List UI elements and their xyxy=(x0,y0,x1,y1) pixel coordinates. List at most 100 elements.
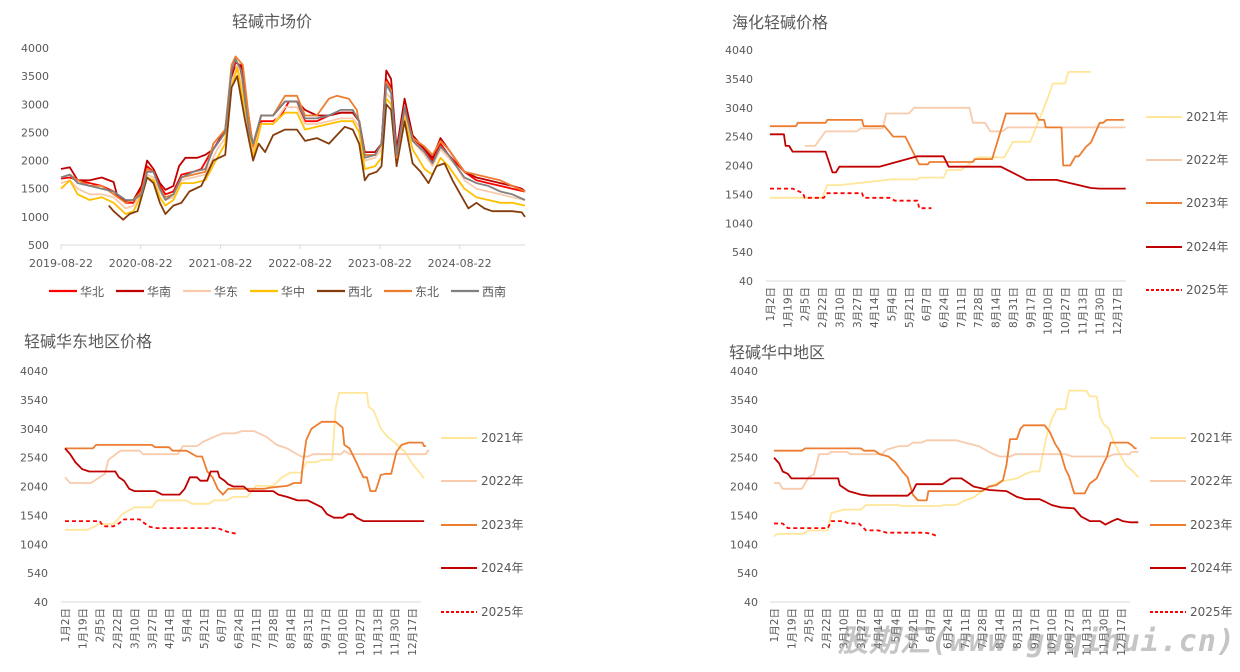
x-tick-label: 7月28日 xyxy=(973,287,985,328)
y-tick-label: 540 xyxy=(732,246,753,259)
chart-title-huazhong: 轻碱华中地区 xyxy=(729,343,826,362)
x-tick-label: 11月13日 xyxy=(1077,287,1089,335)
x-tick-label: 1月19日 xyxy=(782,287,794,328)
x-tick-label: 8月31日 xyxy=(303,608,315,649)
series-line-2023年 xyxy=(65,420,426,496)
x-tick-label: 3月27日 xyxy=(852,287,864,328)
x-tick-label: 11月13日 xyxy=(1081,608,1093,656)
chart-title-haihua: 海化轻碱价格 xyxy=(732,13,829,32)
series-line-2022年 xyxy=(774,439,1139,490)
x-tick-label: 2024-08-22 xyxy=(428,257,492,270)
x-tick-label: 7月11日 xyxy=(956,287,968,328)
y-tick-label: 2000 xyxy=(21,155,49,168)
legend-label: 2021年 xyxy=(1190,431,1233,445)
x-tick-label: 2022-08-22 xyxy=(268,257,332,270)
x-tick-label: 2月5日 xyxy=(95,608,107,642)
x-tick-label: 9月17日 xyxy=(320,608,332,649)
legend-label: 2023年 xyxy=(1190,518,1233,532)
y-tick-label: 1500 xyxy=(21,183,49,196)
x-tick-label: 6月24日 xyxy=(943,608,955,649)
x-tick-label: 9月17日 xyxy=(1029,608,1041,649)
series-line-2022年 xyxy=(64,430,430,484)
x-tick-label: 10月27日 xyxy=(1064,608,1076,656)
x-tick-label: 5月21日 xyxy=(199,608,211,649)
x-tick-label: 2021-08-22 xyxy=(188,257,252,270)
y-tick-label: 4040 xyxy=(725,44,753,57)
x-tick-label: 10月10日 xyxy=(338,608,350,656)
x-tick-label: 8月31日 xyxy=(1012,608,1024,649)
legend-label: 2022年 xyxy=(481,474,524,488)
y-tick-label: 40 xyxy=(34,596,48,609)
x-tick-label: 6月24日 xyxy=(939,287,951,328)
chart-haihua: 40 540 1040 1540 2040 2540 3040 3540 4040 1月2日 1月1… xyxy=(725,44,1229,335)
chart-market: 500 1000 1500 2000 2500 3000 3500 4000 2019-08-2… xyxy=(21,42,526,299)
x-tick-label: 5月21日 xyxy=(904,287,916,328)
x-tick-label: 3月10日 xyxy=(838,608,850,649)
series-line-2025年 xyxy=(774,520,938,538)
legend-label: 2025年 xyxy=(481,605,524,619)
x-tick-label: 7月11日 xyxy=(251,608,263,649)
legend-label: 华中 xyxy=(281,284,305,299)
y-tick-label: 2040 xyxy=(730,481,758,494)
x-tick-label: 11月30日 xyxy=(1095,287,1107,335)
x-tick-label: 8月14日 xyxy=(995,608,1007,649)
series-line-2023年 xyxy=(770,112,1124,167)
series-line-2024年 xyxy=(773,456,1139,526)
y-tick-label: 3040 xyxy=(725,102,753,115)
y-tick-label: 4040 xyxy=(20,365,48,378)
x-tick-label: 11月13日 xyxy=(372,608,384,656)
x-tick-label: 2月5日 xyxy=(800,287,812,321)
legend-label: 西南 xyxy=(482,284,506,299)
series-line-西北 xyxy=(108,75,526,221)
y-tick-label: 3500 xyxy=(21,70,49,83)
series-line-西南 xyxy=(60,58,526,201)
x-tick-label: 4月14日 xyxy=(869,287,881,328)
x-tick-label: 10月27日 xyxy=(355,608,367,656)
legend-label: 2025年 xyxy=(1186,283,1229,297)
legend-label: 东北 xyxy=(415,285,439,299)
legend-label: 2025年 xyxy=(1190,605,1233,619)
series-line-2024年 xyxy=(64,447,425,522)
x-tick-label: 3月27日 xyxy=(856,608,868,649)
x-tick-label: 7月28日 xyxy=(268,608,280,649)
x-tick-label: 9月17日 xyxy=(1025,287,1037,328)
y-tick-label: 1000 xyxy=(21,211,49,224)
x-tick-label: 7月11日 xyxy=(960,608,972,649)
series-line-2023年 xyxy=(774,424,1137,502)
legend-label: 2024年 xyxy=(481,561,524,575)
legend-label: 2021年 xyxy=(481,431,524,445)
x-tick-label: 12月17日 xyxy=(1112,287,1124,335)
chart-title-market: 轻碱市场价 xyxy=(232,12,313,31)
y-tick-label: 3000 xyxy=(21,98,49,111)
chart-title-huadong: 轻碱华东地区价格 xyxy=(24,332,153,351)
x-tick-label: 10月10日 xyxy=(1043,287,1055,335)
x-tick-label: 8月31日 xyxy=(1008,287,1020,328)
x-tick-label: 5月21日 xyxy=(908,608,920,649)
series-line-华中 xyxy=(60,66,526,215)
x-tick-label: 3月10日 xyxy=(129,608,141,649)
x-tick-label: 1月19日 xyxy=(786,608,798,649)
x-tick-label: 5月4日 xyxy=(891,608,903,642)
x-tick-label: 6月7日 xyxy=(925,608,937,642)
y-tick-label: 2040 xyxy=(20,481,48,494)
legend-label: 2023年 xyxy=(481,518,524,532)
legend-label: 2024年 xyxy=(1190,561,1233,575)
x-tick-label: 3月27日 xyxy=(147,608,159,649)
x-tick-label: 1月2日 xyxy=(769,608,781,642)
x-tick-label: 6月24日 xyxy=(234,608,246,649)
y-tick-label: 1540 xyxy=(725,188,753,201)
series-line-2021年 xyxy=(770,71,1091,199)
y-tick-label: 540 xyxy=(27,567,48,580)
x-tick-label: 1月2日 xyxy=(765,287,777,321)
x-tick-label: 10月10日 xyxy=(1047,608,1059,656)
y-tick-label: 1540 xyxy=(20,509,48,522)
y-tick-label: 4040 xyxy=(730,365,758,378)
legend-label: 2024年 xyxy=(1186,240,1229,254)
y-tick-label: 3540 xyxy=(730,394,758,407)
x-tick-label: 6月7日 xyxy=(921,287,933,321)
legend-label: 2022年 xyxy=(1186,153,1229,167)
x-tick-label: 12月17日 xyxy=(1116,608,1128,656)
x-tick-label: 2020-08-22 xyxy=(109,257,173,270)
x-tick-label: 2月5日 xyxy=(804,608,816,642)
